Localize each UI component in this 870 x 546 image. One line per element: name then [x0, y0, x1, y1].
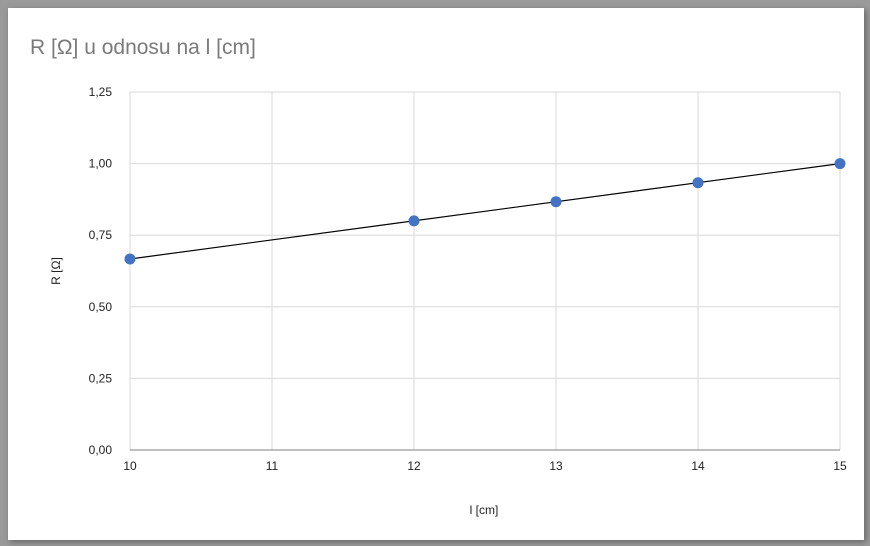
x-tick-label: 13 — [549, 459, 563, 473]
y-axis-title: R [Ω] — [49, 257, 63, 285]
x-tick-label: 15 — [833, 459, 847, 473]
data-point — [124, 253, 136, 265]
y-tick-label: 1,25 — [89, 85, 113, 99]
y-tick-labels: 0,00 0,25 0,50 0,75 1,00 1,25 — [89, 85, 113, 457]
data-point — [834, 158, 846, 170]
y-tick-label: 0,25 — [89, 371, 113, 385]
y-tick-label: 0,75 — [89, 228, 113, 242]
data-points — [124, 158, 846, 265]
x-tick-label: 10 — [123, 459, 137, 473]
data-point — [550, 196, 562, 208]
x-axis-title: l [cm] — [470, 503, 499, 517]
y-tick-label: 0,00 — [89, 443, 113, 457]
chart-area — [8, 8, 864, 540]
trendline-layer — [129, 163, 841, 260]
x-tick-labels: 10 11 12 13 14 15 — [123, 459, 847, 473]
trendline — [129, 163, 841, 260]
gridlines — [129, 91, 841, 450]
data-point — [408, 215, 420, 227]
y-tick-label: 1,00 — [89, 157, 113, 171]
x-tick-label: 14 — [691, 459, 705, 473]
x-tick-label: 12 — [407, 459, 421, 473]
chart-title: R [Ω] u odnosu na l [cm] — [30, 36, 256, 59]
data-point — [692, 177, 704, 189]
y-tick-label: 0,50 — [89, 300, 113, 314]
x-tick-label: 11 — [266, 459, 279, 473]
